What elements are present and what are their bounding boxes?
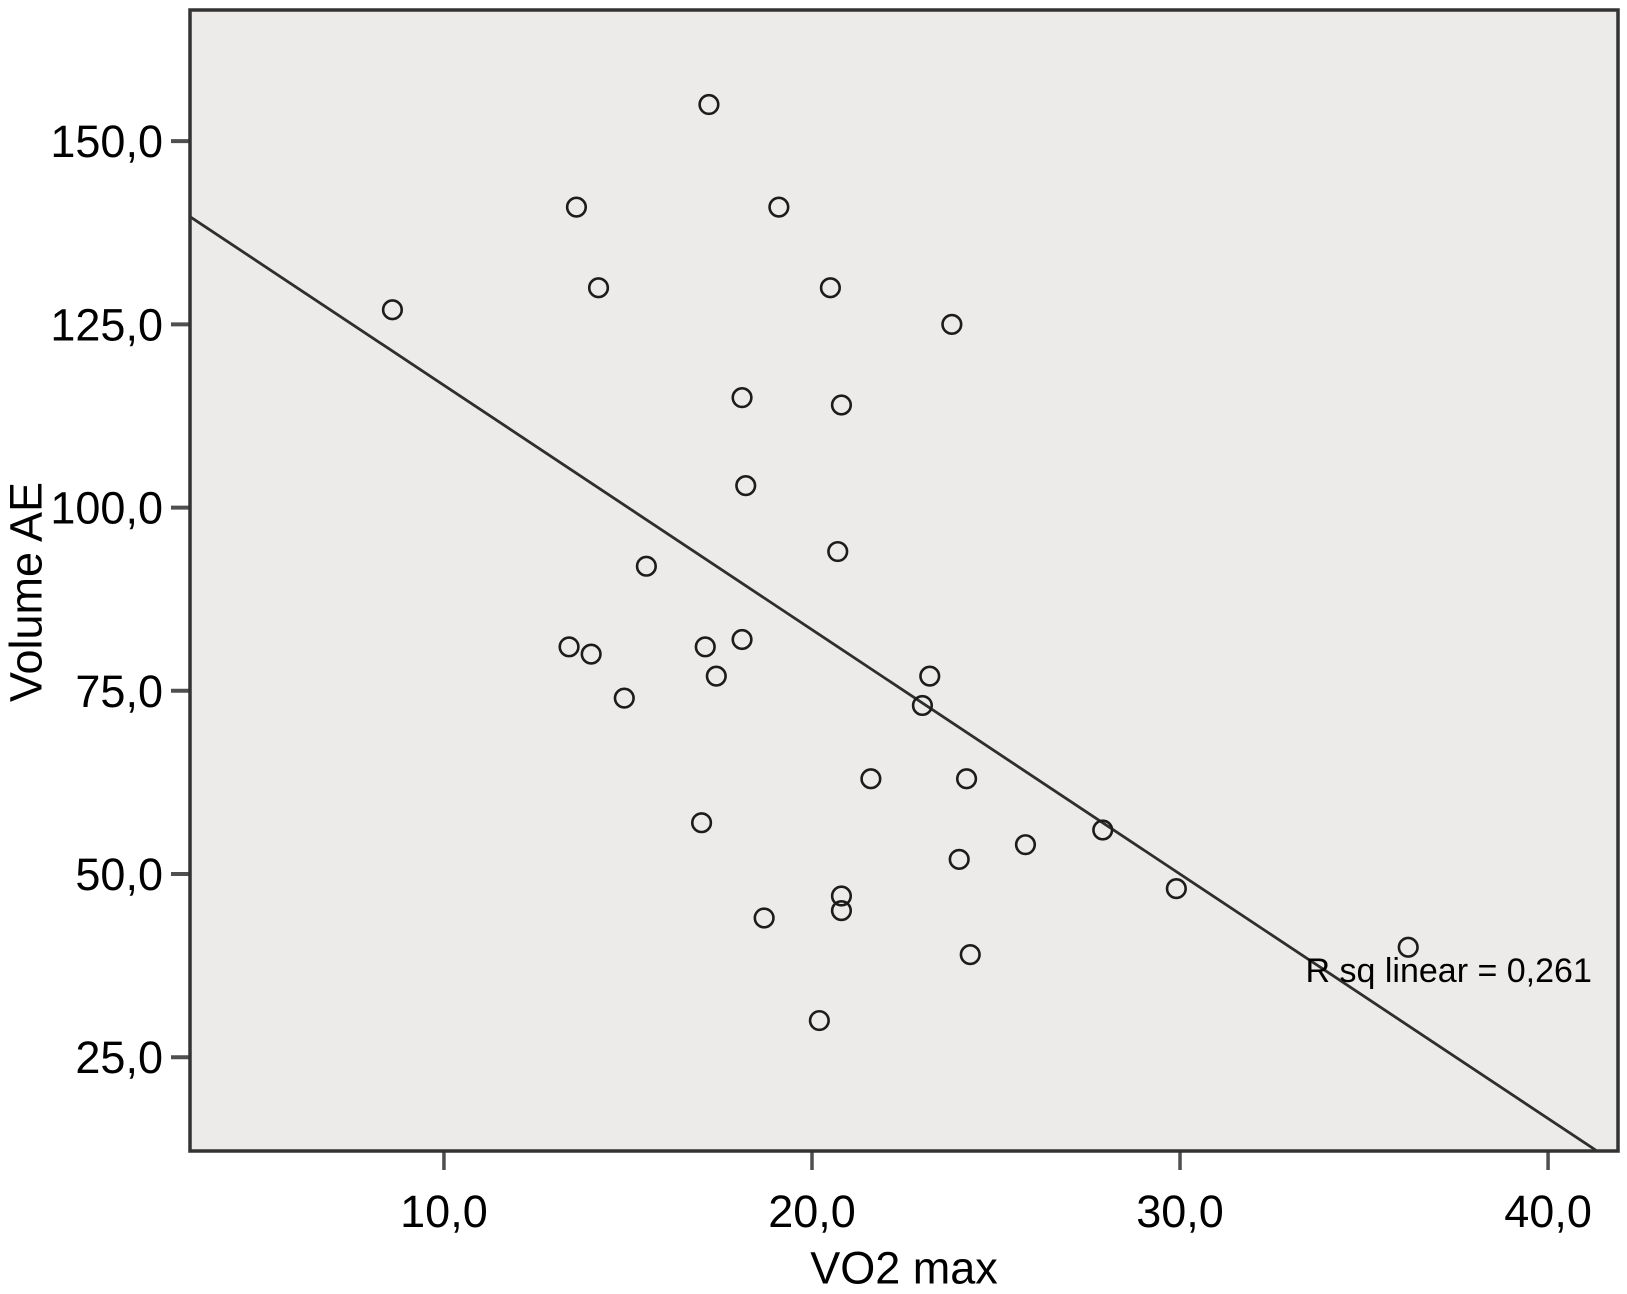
data-point bbox=[753, 907, 775, 929]
y-tick-label: 75,0 bbox=[75, 666, 163, 717]
data-point bbox=[705, 665, 727, 687]
data-point bbox=[381, 299, 404, 321]
x-tick-label: 10,0 bbox=[400, 1186, 488, 1237]
y-tick-label: 25,0 bbox=[75, 1032, 163, 1083]
data-point bbox=[698, 93, 720, 116]
data-point bbox=[694, 636, 716, 658]
data-point bbox=[830, 900, 853, 922]
data-point bbox=[731, 628, 753, 651]
plot-border bbox=[188, 8, 1620, 1153]
data-point bbox=[911, 694, 934, 717]
data-point bbox=[941, 313, 963, 335]
data-point bbox=[955, 768, 978, 790]
data-point bbox=[808, 1009, 830, 1032]
y-axis-title: Volume AE bbox=[0, 481, 52, 703]
data-point bbox=[948, 848, 970, 870]
y-tick-label: 50,0 bbox=[75, 849, 163, 900]
data-point bbox=[830, 394, 853, 416]
y-tick-label: 125,0 bbox=[50, 299, 163, 350]
data-point bbox=[587, 277, 610, 299]
data-point bbox=[919, 665, 941, 687]
x-tick-label: 20,0 bbox=[768, 1186, 856, 1237]
y-tick-label: 100,0 bbox=[50, 483, 163, 534]
data-point bbox=[1092, 819, 1114, 841]
data-point bbox=[1397, 936, 1419, 958]
data-point bbox=[830, 885, 853, 907]
data-point bbox=[580, 643, 602, 665]
data-point bbox=[635, 555, 657, 577]
data-point bbox=[860, 768, 882, 790]
data-point bbox=[558, 636, 580, 658]
data-point bbox=[827, 540, 849, 563]
r-squared-annotation: R sq linear = 0,261 bbox=[1305, 952, 1592, 991]
x-tick-label: 30,0 bbox=[1136, 1186, 1224, 1237]
data-point bbox=[959, 944, 981, 966]
data-point bbox=[1165, 878, 1187, 900]
data-point bbox=[819, 277, 841, 299]
trend-line bbox=[189, 215, 1597, 1152]
data-point bbox=[1014, 834, 1037, 856]
y-tick-label: 150,0 bbox=[50, 116, 163, 167]
x-axis-title: VO2 max bbox=[810, 1242, 998, 1294]
data-point bbox=[613, 687, 635, 709]
plot-background bbox=[190, 10, 1618, 1151]
data-point bbox=[731, 387, 753, 409]
data-point bbox=[690, 812, 713, 834]
x-tick-label: 40,0 bbox=[1504, 1186, 1592, 1237]
data-point bbox=[768, 196, 790, 218]
data-point bbox=[735, 474, 757, 497]
data-point bbox=[565, 196, 588, 218]
